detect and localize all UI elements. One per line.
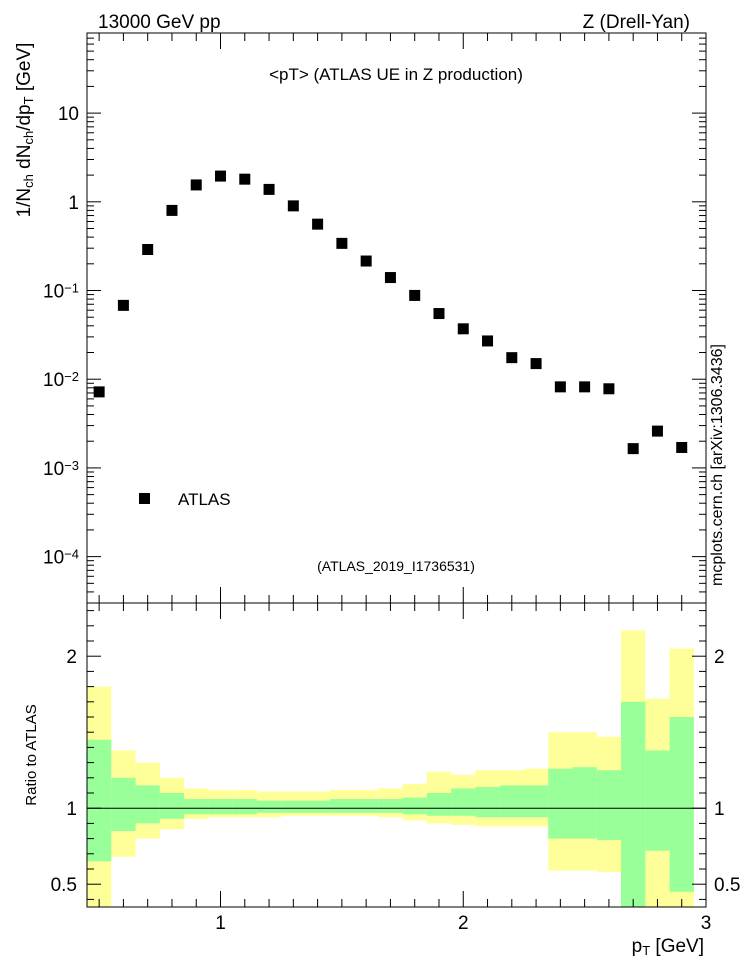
ratio-inner-band-bin xyxy=(548,768,573,839)
ratio-inner-band-bin xyxy=(232,799,257,815)
data-point xyxy=(409,289,421,301)
y-tick-label: 10−3 xyxy=(43,458,79,480)
ratio-inner-band-bin xyxy=(572,767,597,839)
data-point xyxy=(651,425,663,437)
data-point xyxy=(287,200,299,212)
ratio-inner-band-bin xyxy=(135,785,160,824)
data-point xyxy=(506,352,518,364)
data-point xyxy=(215,170,227,182)
x-tick-label: 2 xyxy=(458,913,469,934)
x-tick-label: 1 xyxy=(215,913,226,934)
main-x-axis-ticks xyxy=(98,33,707,603)
ratio-inner-band-bin xyxy=(596,770,622,841)
data-point xyxy=(457,323,469,335)
data-point xyxy=(239,173,251,185)
ratio-inner-band-bin xyxy=(87,739,112,862)
data-point xyxy=(676,441,688,453)
y-tick-label: 10−2 xyxy=(43,369,79,391)
ratio-x-axis-ticks: 1 2 3 xyxy=(98,603,712,934)
data-point xyxy=(554,381,566,393)
data-point xyxy=(93,386,105,398)
watermark: mcplots.cern.ch [arXiv:1306.3436] xyxy=(709,344,726,586)
ratio-inner-band-bin xyxy=(523,785,549,818)
ratio-y-tick-label-right: 2 xyxy=(714,647,725,668)
ratio-inner-band-bin xyxy=(354,799,379,813)
ratio-y-tick-label: 2 xyxy=(66,647,77,668)
ratio-inner-band-bin xyxy=(378,799,403,813)
y-tick-label: 1 xyxy=(68,193,79,214)
ratio-inner-band-bin xyxy=(669,717,694,892)
ratio-plot-frame xyxy=(86,602,707,908)
process-label: Z (Drell-Yan) xyxy=(583,12,690,33)
ratio-y-tick-label-right: 1 xyxy=(714,799,725,820)
data-point xyxy=(579,381,591,393)
ratio-y-axis-ticks: 0.5 0.5 1 1 2 2 xyxy=(51,610,740,900)
ratio-inner-band-bin xyxy=(621,701,646,907)
data-point xyxy=(336,237,348,249)
ratio-inner-band-bin xyxy=(645,750,670,851)
ratio-inner-band-bin xyxy=(159,793,185,819)
ratio-inner-band-bin xyxy=(256,800,282,813)
legend-label: ATLAS xyxy=(178,490,231,509)
data-point xyxy=(166,204,178,216)
data-point xyxy=(190,179,202,191)
x-tick-label: 3 xyxy=(701,913,712,934)
data-point xyxy=(482,335,494,347)
y-tick-label: 10−1 xyxy=(43,280,79,302)
y-axis-label: 1/Nch dNch/dpT [GeV] xyxy=(14,43,36,218)
ratio-y-tick-label: 1 xyxy=(66,799,77,820)
main-plot-frame xyxy=(86,32,707,604)
data-point xyxy=(433,308,445,320)
ratio-inner-band-bin xyxy=(402,797,427,815)
analysis-tag: (ATLAS_2019_I1736531) xyxy=(317,558,475,574)
ratio-inner-band-bin xyxy=(111,777,136,831)
data-point xyxy=(312,218,324,230)
data-point xyxy=(142,243,154,255)
ratio-bands xyxy=(87,630,694,907)
ratio-y-axis-label: Ratio to ATLAS xyxy=(23,704,40,805)
legend: ATLAS xyxy=(139,490,231,509)
data-point xyxy=(603,383,615,395)
ratio-inner-band-bin xyxy=(475,786,500,818)
ratio-inner-band-bin xyxy=(184,799,209,815)
ratio-y-tick-label: 0.5 xyxy=(51,875,77,896)
data-points xyxy=(93,170,688,455)
ratio-inner-band-bin xyxy=(451,788,476,816)
plot-title: <pT> (ATLAS UE in Z production) xyxy=(269,65,523,84)
ratio-plot-panel: 0.5 0.5 1 1 2 2 1 2 3 Ratio to ATLAS pT [GeV] xyxy=(23,602,740,958)
main-y-axis-ticks: 10−4 10−3 10−2 10−1 1 10 xyxy=(43,32,706,604)
ratio-inner-band-bin xyxy=(499,785,524,818)
data-point xyxy=(263,183,275,195)
main-plot-panel: <pT> (ATLAS UE in Z production) (ATLAS_2… xyxy=(14,32,707,604)
data-point xyxy=(530,358,542,370)
data-point xyxy=(360,255,372,267)
data-point xyxy=(384,272,396,284)
legend-marker xyxy=(139,493,150,504)
collision-energy-label: 13000 GeV pp xyxy=(98,12,221,33)
ratio-inner-band-bin xyxy=(426,793,452,816)
ratio-inner-band-bin xyxy=(329,799,355,813)
data-point xyxy=(627,443,639,455)
ratio-inner-band-bin xyxy=(305,800,330,813)
ratio-inner-band-bin xyxy=(208,799,233,815)
data-point xyxy=(117,299,129,311)
ratio-inner-band-bin xyxy=(281,800,306,813)
y-tick-label: 10−4 xyxy=(43,546,79,568)
ratio-y-tick-label-right: 0.5 xyxy=(714,875,740,896)
y-tick-label: 10 xyxy=(58,104,79,125)
x-axis-label: pT [GeV] xyxy=(632,936,704,958)
